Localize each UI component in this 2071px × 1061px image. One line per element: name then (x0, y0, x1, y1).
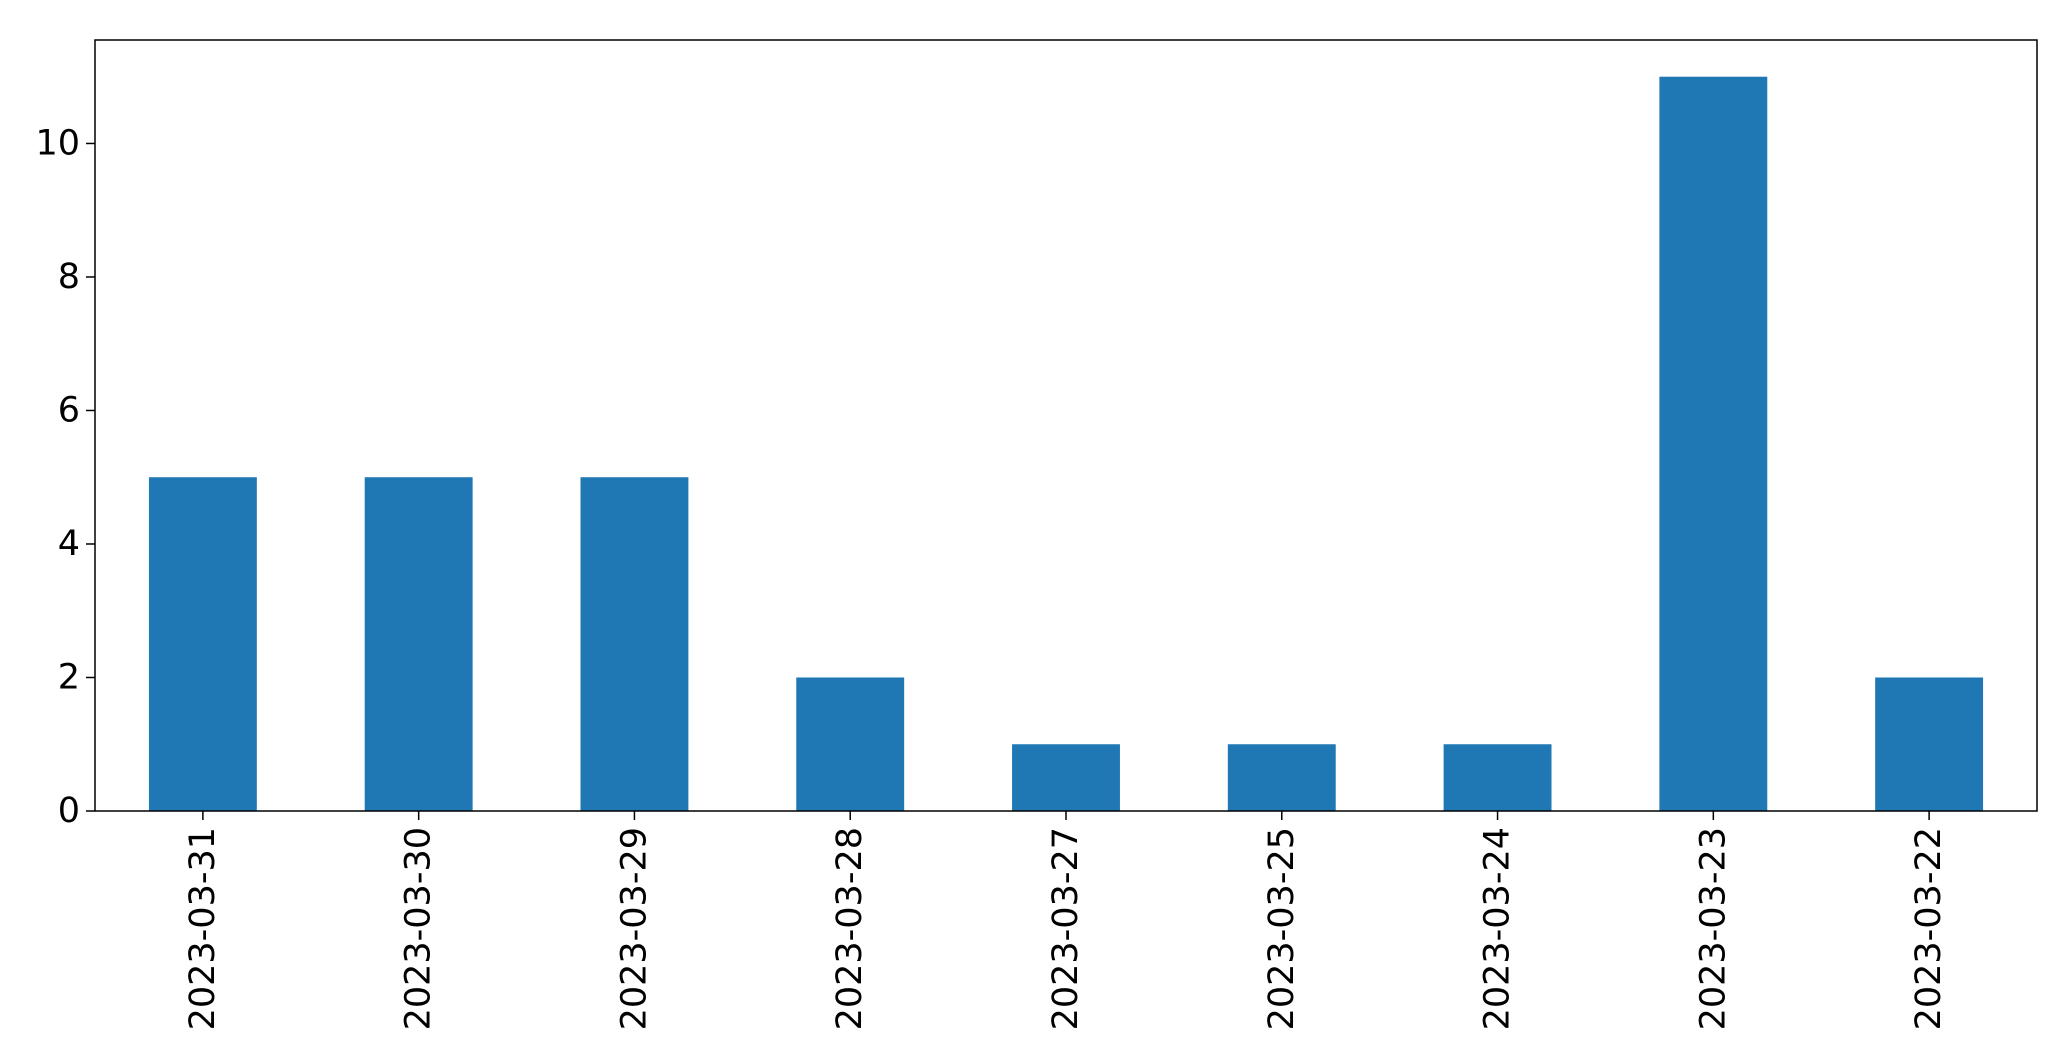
y-tick-label: 10 (35, 123, 80, 163)
x-tick-label: 2023-03-29 (614, 827, 654, 1030)
bar-2023-03-30 (364, 477, 473, 811)
y-tick-label: 2 (58, 657, 80, 697)
x-tick-label: 2023-03-22 (1909, 827, 1949, 1030)
bar-2023-03-23 (1659, 76, 1768, 811)
plot-frame (94, 39, 2038, 812)
bar-2023-03-31 (148, 477, 257, 811)
bars-group (148, 76, 1984, 811)
y-tick-label: 8 (58, 257, 80, 297)
bar-2023-03-28 (796, 677, 905, 811)
bar-2023-03-27 (1012, 744, 1120, 811)
x-tick-label: 2023-03-24 (1478, 827, 1518, 1030)
y-tick-label: 6 (58, 390, 80, 430)
x-axis: 2023-03-31 2023-03-30 2023-03-29 2023-03-28… (183, 811, 1949, 1030)
x-tick-label: 2023-03-23 (1693, 827, 1733, 1030)
y-axis: 0 2 4 6 8 10 (35, 123, 95, 831)
bar-2023-03-24 (1443, 744, 1552, 811)
x-tick-label: 2023-03-30 (399, 827, 439, 1030)
x-tick-label: 2023-03-28 (830, 827, 870, 1030)
bar-2023-03-22 (1875, 677, 1984, 811)
y-tick-label: 0 (58, 791, 80, 831)
x-tick-label: 2023-03-25 (1262, 827, 1302, 1030)
y-tick-label: 4 (58, 524, 80, 564)
x-tick-label: 2023-03-31 (183, 827, 223, 1030)
bar-2023-03-25 (1227, 744, 1336, 811)
x-tick-label: 2023-03-27 (1046, 827, 1086, 1030)
bar-2023-03-29 (580, 477, 689, 811)
